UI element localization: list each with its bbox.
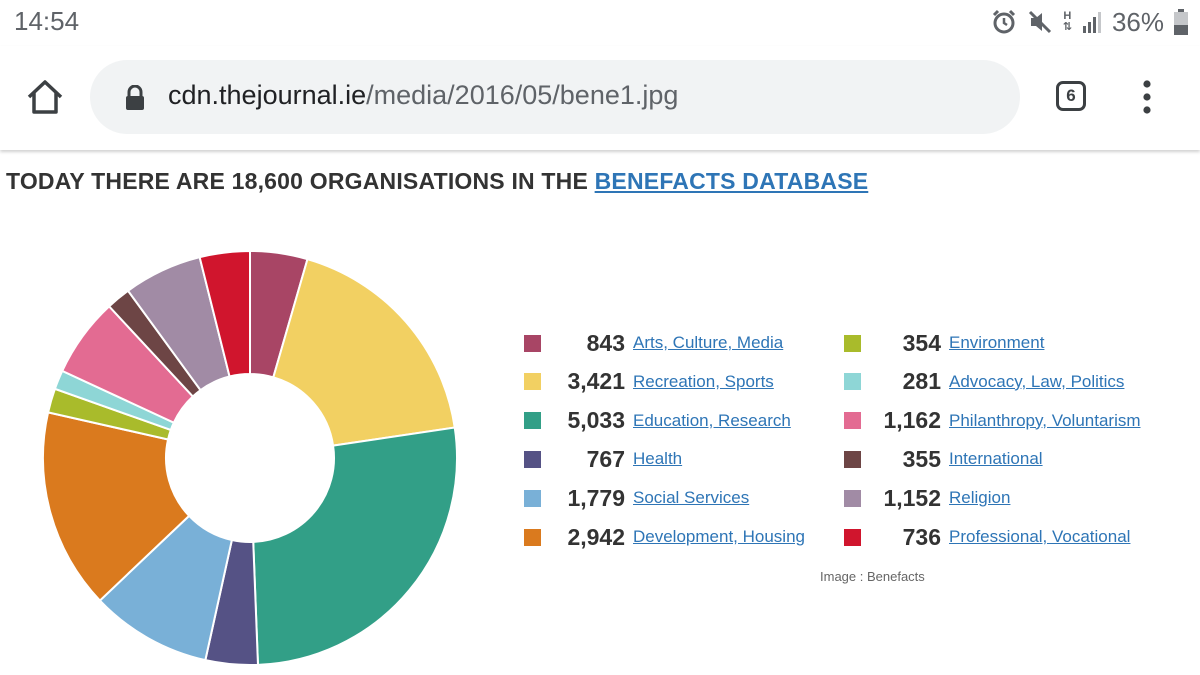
battery-icon — [1174, 9, 1188, 35]
legend-item: 281 Advocacy, Law, Politics — [844, 367, 1124, 397]
status-bar: 14:54 H ⇅ 36% — [0, 0, 1200, 46]
tab-switcher-button[interactable]: 6 — [1056, 81, 1086, 111]
url-path: /media/2016/05/bene1.jpg — [366, 80, 679, 110]
legend-swatch — [524, 450, 541, 468]
legend-label-link[interactable]: Advocacy, Law, Politics — [949, 371, 1125, 391]
legend-value: 767 — [586, 445, 625, 472]
url-bar[interactable]: cdn.thejournal.ie/media/2016/05/bene1.jp… — [90, 60, 1020, 134]
legend-label-link[interactable]: Recreation, Sports — [633, 371, 774, 391]
donut-slice-recreation-sports[interactable] — [272, 257, 456, 447]
legend-item: 736 Professional, Vocational — [844, 522, 1130, 552]
image-credit: Image : Benefacts — [820, 569, 925, 584]
lock-icon[interactable] — [124, 85, 146, 111]
legend-value: 3,421 — [567, 368, 625, 395]
legend-label-link[interactable]: International — [949, 449, 1043, 469]
donut-slice-professional-vocational[interactable] — [198, 250, 251, 378]
page-heading: TODAY THERE ARE 18,600 ORGANISATIONS IN … — [6, 168, 868, 195]
legend-swatch — [524, 528, 541, 546]
legend-swatch — [844, 528, 861, 546]
legend-value: 1,162 — [883, 407, 941, 434]
legend-item: 2,942 Development, Housing — [524, 522, 805, 552]
browser-toolbar: cdn.thejournal.ie/media/2016/05/bene1.jp… — [0, 46, 1200, 150]
network-icon: H ⇅ — [1062, 10, 1072, 33]
legend-swatch — [844, 450, 861, 468]
network-type: H — [1063, 10, 1072, 22]
legend-swatch — [524, 373, 541, 391]
legend-label-link[interactable]: Philanthropy, Voluntarism — [949, 410, 1141, 430]
tab-count: 6 — [1066, 86, 1076, 105]
status-icons: H ⇅ 36% — [991, 6, 1188, 38]
legend-value: 1,152 — [883, 484, 941, 511]
legend-label-link[interactable]: Professional, Vocational — [949, 527, 1131, 546]
alarm-icon — [992, 9, 1015, 34]
legend-label-link[interactable]: Education, Research — [633, 410, 791, 430]
legend-swatch — [844, 412, 861, 430]
legend-item: 767 Health — [524, 444, 682, 474]
legend-swatch — [524, 412, 541, 430]
home-icon[interactable] — [24, 76, 66, 118]
clock: 14:54 — [14, 6, 80, 36]
legend-swatch — [844, 334, 861, 352]
legend-value: 736 — [902, 523, 941, 550]
legend-item: 354 Environment — [844, 328, 1044, 358]
heading-text: TODAY THERE ARE 18,600 ORGANISATIONS IN … — [6, 168, 595, 194]
legend-item: 1,152 Religion — [844, 483, 1010, 513]
legend-item: 3,421 Recreation, Sports — [524, 367, 774, 397]
legend-label-link[interactable]: Arts, Culture, Media — [633, 333, 784, 352]
signal-icon — [1082, 12, 1101, 33]
legend-swatch — [524, 489, 541, 507]
donut-slice-education-research[interactable] — [252, 426, 458, 666]
legend-value: 281 — [902, 368, 941, 395]
legend-value: 2,942 — [567, 523, 625, 550]
legend-item: 843 Arts, Culture, Media — [524, 328, 783, 358]
legend-item: 1,162 Philanthropy, Voluntarism — [844, 406, 1141, 436]
legend-item: 5,033 Education, Research — [524, 406, 791, 436]
donut-chart — [42, 250, 458, 666]
legend-item: 1,779 Social Services — [524, 483, 749, 513]
legend-swatch — [844, 489, 861, 507]
legend-item: 355 International — [844, 444, 1043, 474]
url-text[interactable]: cdn.thejournal.ie/media/2016/05/bene1.jp… — [168, 80, 678, 111]
legend-label-link[interactable]: Religion — [949, 488, 1011, 508]
more-menu-icon[interactable] — [1134, 79, 1160, 115]
url-domain: cdn.thejournal.ie — [168, 80, 367, 110]
legend-swatch — [844, 373, 861, 391]
legend-value: 5,033 — [567, 407, 625, 434]
donut-slice-development-housing[interactable] — [42, 411, 191, 602]
legend-value: 1,779 — [567, 484, 625, 511]
mute-icon — [1028, 10, 1051, 34]
legend-label-link[interactable]: Development, Housing — [633, 527, 805, 546]
legend-value: 355 — [902, 445, 941, 472]
legend-label-link[interactable]: Social Services — [633, 488, 750, 508]
legend-swatch — [524, 334, 541, 352]
benefacts-database-link[interactable]: BENEFACTS DATABASE — [594, 168, 869, 194]
legend-value: 843 — [586, 329, 625, 356]
battery-percent: 36% — [1111, 6, 1164, 37]
legend-label-link[interactable]: Health — [633, 449, 683, 469]
legend-value: 354 — [902, 329, 941, 356]
legend-label-link[interactable]: Environment — [949, 333, 1045, 352]
